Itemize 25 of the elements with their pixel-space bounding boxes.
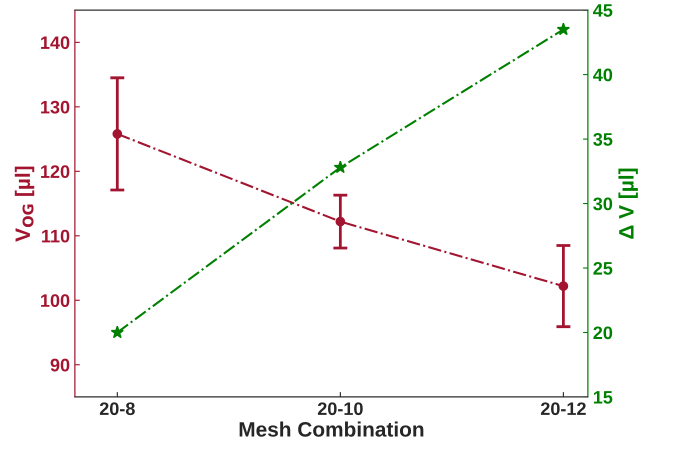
y-axis-title: V$_{OG}$ [µl] [14, 166, 34, 242]
x-tick-label: 20-12 [540, 402, 586, 416]
point [335, 216, 346, 226]
y-tick-label: 130 [41, 100, 70, 114]
point [334, 160, 347, 174]
y2-axis-title: Δ V [µl] [618, 168, 638, 239]
y-tick-label: 120 [41, 165, 70, 178]
y-tick-label: 90 [50, 358, 70, 372]
point [112, 129, 122, 139]
y-tick-label: 100 [41, 294, 70, 307]
y2-tick-label: 25 [593, 262, 612, 275]
x-tick-label: 20-10 [318, 402, 363, 416]
point [556, 22, 570, 36]
y2-tick-label: 15 [594, 391, 612, 404]
y2-tick-label: 45 [593, 4, 612, 17]
point [110, 326, 124, 338]
x-tick-label: 20-8 [100, 402, 135, 416]
y2-tick-label: 40 [593, 68, 612, 82]
point [558, 281, 568, 291]
y2-tick-label: 30 [593, 197, 612, 210]
y2-tick-label: 20 [593, 326, 612, 340]
y-tick-label: 140 [41, 36, 70, 50]
x-axis-title: Mesh Combination [240, 421, 424, 437]
y-tick-label: 110 [42, 230, 70, 243]
y2-tick-label: 35 [593, 133, 612, 146]
